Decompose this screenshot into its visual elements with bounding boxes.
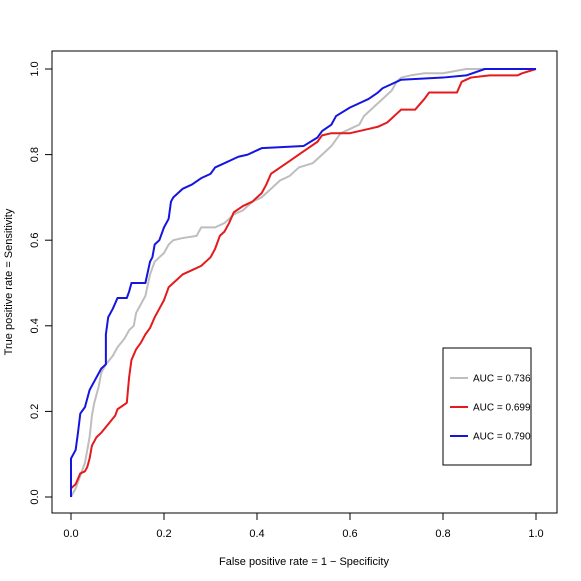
series-line-1	[70, 68, 537, 490]
y-tick-label: 0.6	[29, 233, 41, 248]
y-axis: 0.0 0.2 0.4 0.6 0.8 1.0	[29, 61, 53, 505]
legend-label-2: AUC = 0.790	[473, 432, 531, 443]
x-tick-label: 1.0	[528, 528, 543, 540]
y-tick-label: 0.0	[29, 489, 41, 504]
x-axis: 0.0 0.2 0.4 0.6 0.8 1.0	[63, 512, 544, 540]
series-line-0	[70, 68, 536, 498]
legend-label-0: AUC = 0.736	[473, 374, 531, 385]
x-tick-label: 0.2	[156, 528, 171, 540]
legend-label-1: AUC = 0.699	[473, 403, 531, 414]
y-tick-label: 0.4	[29, 318, 41, 333]
x-tick-label: 0.8	[435, 528, 450, 540]
x-tick-label: 0.6	[342, 528, 357, 540]
x-tick-label: 0.4	[249, 528, 264, 540]
y-tick-label: 0.8	[29, 147, 41, 162]
y-axis-title: True positive rate = Sensitivity	[3, 208, 15, 355]
series-layer	[70, 68, 537, 498]
x-axis-title: False positive rate = 1 − Specificity	[219, 556, 389, 568]
legend: AUC = 0.736 AUC = 0.699 AUC = 0.790	[442, 347, 532, 466]
x-tick-label: 0.0	[63, 528, 78, 540]
series-line-2	[70, 68, 536, 497]
y-tick-label: 1.0	[29, 61, 41, 76]
y-tick-label: 0.2	[29, 404, 41, 419]
